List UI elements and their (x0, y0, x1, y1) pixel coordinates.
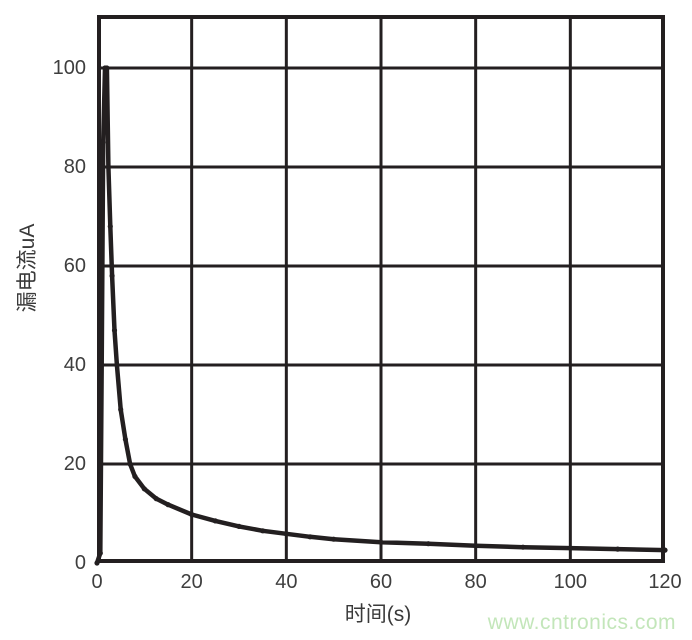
data-point-marker (331, 536, 337, 542)
y-tick-label: 80 (63, 156, 86, 178)
marker-layer (94, 65, 668, 566)
series-layer (94, 65, 668, 566)
data-point-marker (97, 550, 103, 556)
data-point-marker (114, 362, 120, 368)
y-axis-title: 漏电流uA (16, 223, 39, 313)
data-point-marker (153, 496, 159, 502)
data-point-marker (94, 560, 100, 566)
data-point-marker (99, 362, 105, 368)
series-line (94, 65, 668, 566)
data-point-marker (111, 327, 118, 333)
y-tick-label: 60 (63, 255, 86, 277)
data-point-marker (141, 486, 147, 492)
data-point-marker (662, 547, 668, 553)
data-point-marker (260, 528, 266, 534)
x-tick-label: 100 (553, 571, 588, 593)
data-point-marker (165, 502, 171, 508)
data-point-marker (118, 406, 124, 413)
data-point-marker (104, 65, 110, 71)
x-tick-label: 20 (180, 571, 203, 593)
grid-layer (97, 15, 665, 563)
data-point-marker (122, 436, 128, 442)
x-tick-label: 120 (648, 571, 682, 593)
data-point-marker (100, 139, 106, 145)
data-point-marker (236, 523, 242, 530)
y-tick-label: 100 (52, 57, 86, 79)
watermark-text: www.cntronics.com (487, 611, 676, 634)
data-point-marker (127, 461, 133, 467)
data-point-marker (615, 546, 621, 552)
x-tick-label: 40 (275, 571, 298, 593)
data-point-marker (425, 541, 431, 547)
data-point-marker (132, 473, 138, 479)
data-point-marker (567, 545, 573, 551)
y-tick-label: 0 (74, 552, 86, 574)
y-tick-label: 20 (63, 453, 86, 475)
x-tick-label: 60 (369, 571, 393, 593)
data-point-marker (283, 531, 289, 537)
x-tick-label: 80 (464, 571, 487, 593)
x-axis-title: 时间(s) (344, 603, 412, 626)
data-point-marker (105, 164, 111, 170)
data-point-marker (107, 223, 113, 229)
data-point-marker (307, 534, 313, 540)
data-point-marker (520, 544, 526, 550)
data-point-marker (378, 539, 384, 545)
y-tick-label: 40 (63, 354, 86, 376)
data-point-marker (189, 511, 195, 518)
data-point-marker (473, 543, 479, 549)
plot-border (97, 15, 665, 563)
data-point-marker (109, 273, 115, 279)
data-point-marker (212, 518, 218, 524)
x-tick-label: 0 (91, 571, 103, 593)
